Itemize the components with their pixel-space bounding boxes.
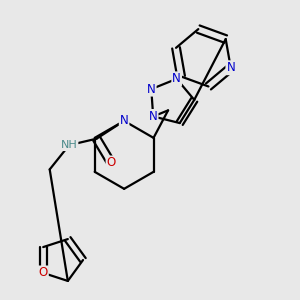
- Text: N: N: [120, 114, 128, 128]
- Text: N: N: [149, 110, 158, 123]
- Text: N: N: [172, 72, 181, 86]
- Text: O: O: [106, 156, 116, 170]
- Text: O: O: [39, 266, 48, 279]
- Text: N: N: [147, 82, 156, 96]
- Text: N: N: [226, 61, 235, 74]
- Text: NH: NH: [61, 140, 77, 150]
